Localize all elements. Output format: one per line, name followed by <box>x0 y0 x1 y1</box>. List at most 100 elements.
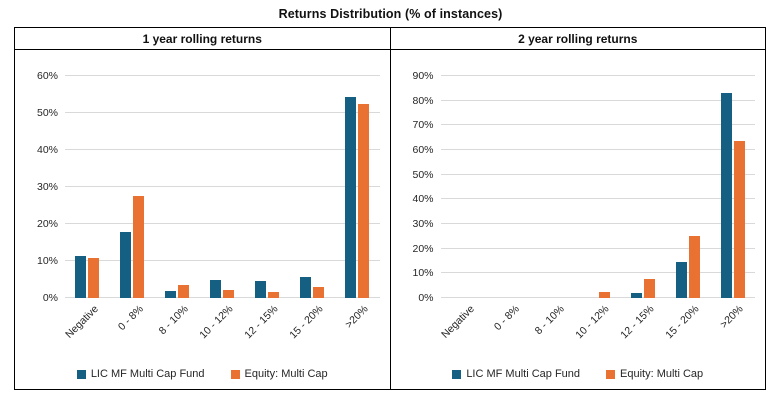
gridline <box>440 247 755 249</box>
gridline <box>440 223 755 225</box>
bar-category <box>733 141 745 298</box>
y-axis-tick-label: 50% <box>412 168 434 181</box>
chart-2yr-rolling-returns: 0% 10% 20% 30% 40% 50% 60% 70% 80% 90% Negative 0 -… <box>391 50 766 389</box>
bar-group <box>164 76 190 298</box>
gridline <box>440 272 755 274</box>
x-axis-category-text: 10 - 12% <box>197 303 236 342</box>
legend-item: LIC MF Multi Cap Fund <box>452 368 580 380</box>
legend-swatch <box>76 369 86 379</box>
x-axis-category-text: Negative <box>438 303 477 341</box>
gridline <box>65 260 380 262</box>
legend-label: LIC MF Multi Cap Fund <box>90 368 205 380</box>
y-axis-tick-label: 80% <box>412 94 434 107</box>
gridline <box>65 223 380 225</box>
x-axis-category-text: 10 - 12% <box>573 303 612 342</box>
x-axis-category-text: >20% <box>342 303 371 331</box>
y-axis-tick-label: 60% <box>36 70 58 82</box>
returns-distribution-table: 1 year rolling returns 2 year rolling re… <box>14 27 766 390</box>
bar-category <box>133 196 145 298</box>
bar-fund <box>120 232 132 298</box>
bar-group <box>630 76 656 298</box>
legend-label: Equity: Multi Cap <box>244 368 328 380</box>
x-axis-category-text: 15 - 20% <box>662 303 702 342</box>
plot-area: 0% 10% 20% 30% 40% 50% 60% 70% 80% 90% Negative 0 -… <box>412 70 755 341</box>
y-axis-tick-label: 20% <box>36 218 58 231</box>
gridline <box>440 297 755 298</box>
page-title: Returns Distribution (% of instances) <box>278 7 503 21</box>
plot-area: 0% 10% 20% 30% 40% 50% 60% Negative 0 - 8% 8 - 10… <box>37 70 380 341</box>
legend-swatch <box>230 369 240 379</box>
bar-category <box>358 103 370 298</box>
y-axis-tick-label: 10% <box>36 255 58 268</box>
gridline <box>65 112 380 113</box>
bar-group <box>299 76 325 298</box>
legend-item: Equity: Multi Cap <box>606 368 703 380</box>
charts-row: 0% 10% 20% 30% 40% 50% 60% Negative 0 - 8% 8 - 10… <box>15 50 765 389</box>
bar-fund <box>345 97 357 298</box>
bar-fund <box>210 279 222 298</box>
legend-swatch <box>452 369 462 379</box>
bar-group <box>119 76 145 298</box>
y-axis-tick-label: 40% <box>412 193 434 206</box>
bar-group <box>254 76 280 298</box>
gridline <box>440 99 755 101</box>
bar-category <box>88 258 100 298</box>
bar-fund <box>255 281 267 298</box>
bar-group <box>450 76 476 298</box>
legend-label: LIC MF Multi Cap Fund <box>466 368 581 380</box>
bar-group <box>675 76 701 298</box>
legend-label: Equity: Multi Cap <box>620 368 704 380</box>
y-axis-tick-label: 20% <box>412 242 434 255</box>
bar-group <box>540 76 566 298</box>
panel-header-2yr: 2 year rolling returns <box>518 31 638 46</box>
y-axis-tick-label: 60% <box>412 144 434 157</box>
y-axis-tick-label: 10% <box>412 267 434 280</box>
legend-swatch <box>606 369 616 379</box>
gridline <box>440 149 755 151</box>
gridline <box>440 124 755 126</box>
panel-header-row: 1 year rolling returns 2 year rolling re… <box>15 28 765 50</box>
legend-item: Equity: Multi Cap <box>230 368 328 380</box>
y-axis-tick-label: 30% <box>36 181 58 193</box>
x-axis-category-text: 12 - 15% <box>617 303 657 342</box>
y-axis-tick-label: 0% <box>418 292 434 304</box>
bar-fund <box>675 262 687 298</box>
y-axis-tick-label: 70% <box>412 119 434 132</box>
gridline <box>65 186 380 187</box>
gridline <box>65 149 380 151</box>
x-axis-category-text: 0 - 8% <box>115 303 146 333</box>
bar-group <box>209 76 235 298</box>
bar-group <box>495 76 521 298</box>
legend-item: LIC MF Multi Cap Fund <box>76 368 205 380</box>
gridline <box>65 297 380 298</box>
legend: LIC MF Multi Cap Fund Equity: Multi Cap <box>391 368 766 380</box>
x-axis-category-text: Negative <box>63 303 101 341</box>
x-axis-category-text: 15 - 20% <box>287 303 326 342</box>
x-axis-category-text: 8 - 10% <box>532 303 567 338</box>
y-axis-tick-label: 90% <box>412 70 434 82</box>
y-axis-tick-label: 0% <box>42 292 58 304</box>
gridline <box>65 75 380 76</box>
bar-group <box>344 76 370 298</box>
gridline <box>440 198 755 200</box>
x-axis-category-text: >20% <box>718 303 747 331</box>
bar-group <box>74 76 100 298</box>
bar-fund <box>75 256 87 298</box>
x-axis-category-text: 8 - 10% <box>156 303 191 338</box>
panel-header-1yr: 1 year rolling returns <box>15 28 391 49</box>
bar-category <box>643 279 655 298</box>
bar-fund <box>300 276 312 298</box>
y-axis-tick-label: 50% <box>36 107 58 119</box>
x-axis-category-text: 12 - 15% <box>242 303 281 342</box>
gridline <box>440 75 755 76</box>
y-axis-tick-label: 30% <box>412 218 434 231</box>
bar-category <box>688 235 700 298</box>
gridline <box>440 173 755 175</box>
legend: LIC MF Multi Cap Fund Equity: Multi Cap <box>15 368 390 380</box>
x-axis-category-text: 0 - 8% <box>491 303 522 333</box>
bar-group <box>585 76 611 298</box>
bar-group <box>720 76 746 298</box>
y-axis-tick-label: 40% <box>36 144 58 157</box>
bar-category <box>178 284 190 298</box>
chart-1yr-rolling-returns: 0% 10% 20% 30% 40% 50% 60% Negative 0 - 8% 8 - 10… <box>15 50 391 389</box>
